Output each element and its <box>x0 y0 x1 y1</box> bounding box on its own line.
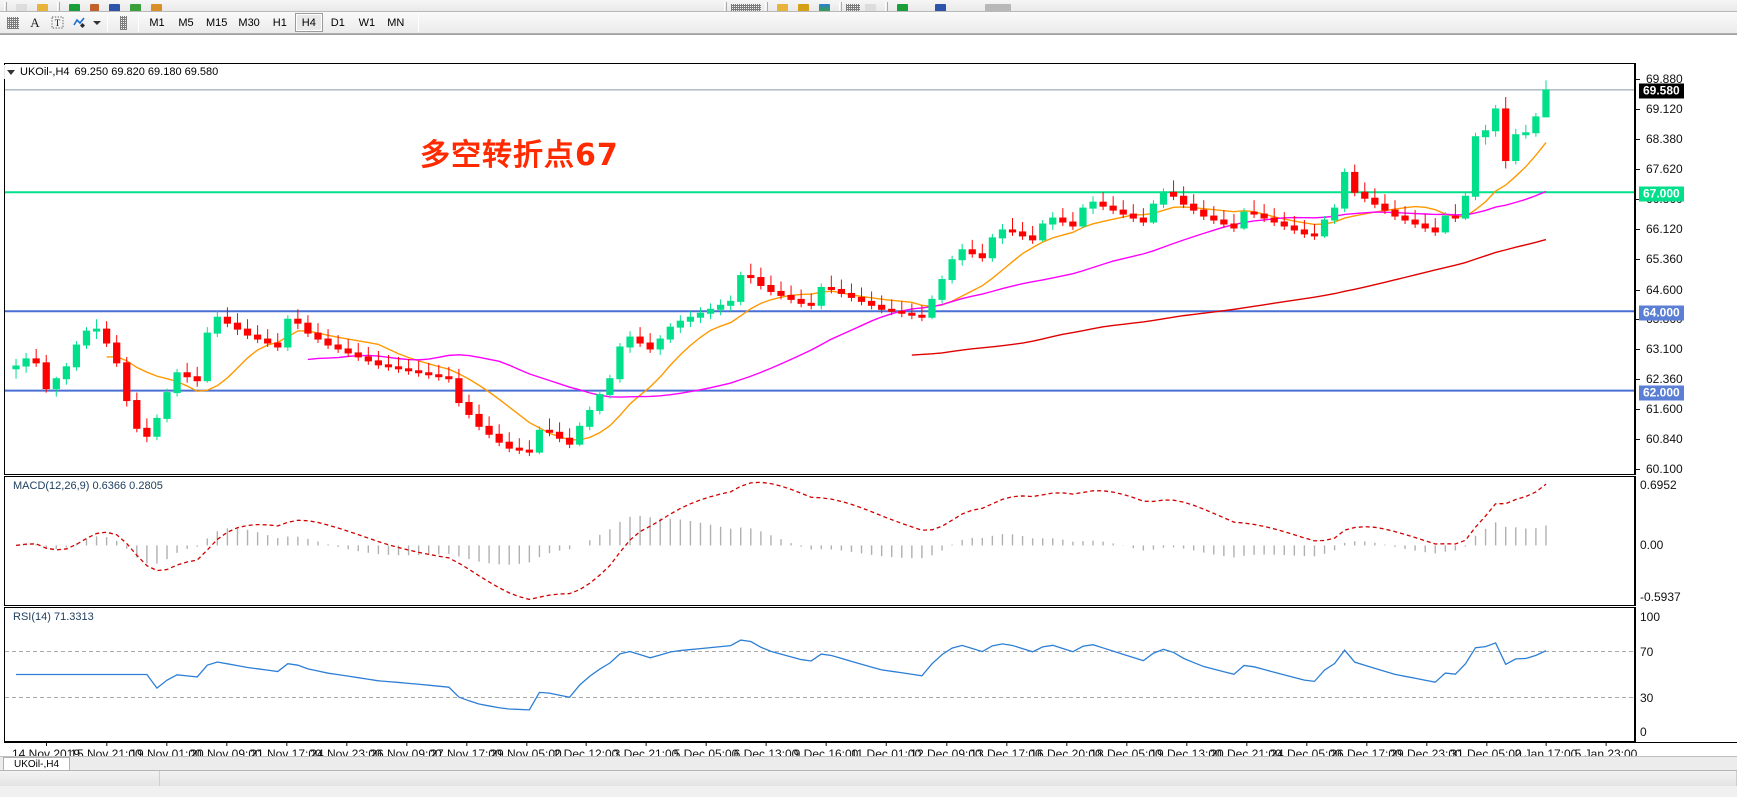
macd-tick: 0.6952 <box>1640 478 1677 492</box>
chart-area[interactable]: UKOil-,H4 69.250 69.820 69.180 69.580 多空… <box>0 34 1737 786</box>
toolbar-grip[interactable] <box>839 2 842 11</box>
price-tick: 62.360 <box>1636 372 1737 386</box>
price-tick: 69.880 <box>1636 72 1737 86</box>
chevron-down-icon[interactable] <box>90 13 103 33</box>
toolbar-group-charts[interactable] <box>720 0 1016 11</box>
price-axis[interactable]: 69.88069.12068.38067.62066.86066.12065.3… <box>1634 63 1737 476</box>
status-bar <box>0 770 1737 786</box>
price-tick: 66.120 <box>1636 222 1737 236</box>
rsi-label: RSI(14) 71.3313 <box>11 611 96 623</box>
price-tick: 68.380 <box>1636 132 1737 146</box>
macd-label: MACD(12,26,9) 0.6366 0.2805 <box>11 480 165 492</box>
toolbar-grip[interactable] <box>57 2 60 11</box>
zoom-in-icon[interactable] <box>777 4 788 11</box>
timeframe-mn-button[interactable]: MN <box>387 16 405 29</box>
symbol-header[interactable]: UKOil-,H4 69.250 69.820 69.180 69.580 <box>4 65 222 79</box>
ohlc-icon[interactable] <box>897 4 908 11</box>
svg-text:T: T <box>54 18 60 28</box>
data-window-icon[interactable] <box>130 4 141 11</box>
rsi-plot <box>5 639 1635 711</box>
price-tick: 67.620 <box>1636 162 1737 176</box>
level-tag-64.000: 64.000 <box>1639 305 1684 321</box>
toolbar-grip[interactable] <box>724 2 727 11</box>
period-separator-icon[interactable] <box>935 4 946 11</box>
timeframe-m1-button[interactable]: M1 <box>149 16 165 29</box>
auto-scroll-icon[interactable] <box>819 4 830 11</box>
toolbar-overflow-row[interactable] <box>0 0 1737 12</box>
price-tick: 63.100 <box>1636 342 1737 356</box>
price-tick: 60.100 <box>1636 462 1737 476</box>
expert-icon[interactable] <box>90 4 99 11</box>
text-label-icon[interactable]: A <box>30 14 40 30</box>
chart-tab-active[interactable]: UKOil-,H4 <box>3 757 71 770</box>
timeframe-m15-button[interactable]: M15 <box>206 16 228 29</box>
timeframe-w1-button[interactable]: W1 <box>358 16 376 29</box>
timeframe-d1-button[interactable]: D1 <box>330 16 345 29</box>
new-order-icon[interactable] <box>69 4 80 11</box>
macd-pane[interactable]: MACD(12,26,9) 0.6366 0.2805 <box>4 476 1737 606</box>
macd-axis[interactable]: 0.6952 0.00 -0.5937 <box>1634 476 1737 606</box>
price-candlestick-plot <box>5 80 1635 457</box>
toolbar-separator <box>107 13 108 32</box>
timeframe-m30-button[interactable]: M30 <box>238 16 260 29</box>
templates-icon[interactable] <box>846 4 860 11</box>
level-tag-67.000: 67.000 <box>1639 186 1684 202</box>
chart-annotation-text: 多空转折点67 <box>420 138 619 173</box>
rsi-axis[interactable]: 100 70 30 0 <box>1634 607 1737 742</box>
price-tick: 61.600 <box>1636 402 1737 416</box>
rsi-tick: 70 <box>1640 644 1654 659</box>
toolbar-separator <box>417 13 419 32</box>
status-info <box>160 771 1737 786</box>
market-watch-icon[interactable] <box>109 4 120 11</box>
rsi-pane[interactable]: RSI(14) 71.3313 <box>4 607 1737 742</box>
toolbar-grip[interactable] <box>4 2 7 11</box>
price-tick: 65.360 <box>1636 252 1737 266</box>
bar-style-icon[interactable] <box>112 13 134 33</box>
navigator-icon[interactable] <box>151 4 162 11</box>
ohlc-values: 69.250 69.820 69.180 69.580 <box>74 66 219 78</box>
timeframe-h1-button[interactable]: H1 <box>272 16 287 29</box>
chevron-down-icon[interactable] <box>7 69 15 75</box>
rsi-tick: 100 <box>1640 610 1661 624</box>
bar-chart-icon[interactable] <box>731 4 741 11</box>
toolbar-grip[interactable] <box>765 2 768 11</box>
toolbar-line-studies[interactable]: A T M1 M5 M15 M30 H1 H4 D1 W1 MN <box>0 12 1737 34</box>
crosshair-icon[interactable] <box>2 13 24 33</box>
folder-icon[interactable] <box>37 4 48 11</box>
candlestick-chart-icon[interactable] <box>741 4 751 11</box>
macd-tick: 0.00 <box>1640 538 1664 553</box>
level-tag-62.000: 62.000 <box>1639 385 1684 401</box>
text-object-icon[interactable]: T <box>46 13 68 33</box>
toolbar-grip[interactable] <box>885 2 888 11</box>
bid-price-tag: 69.580 <box>1639 83 1684 99</box>
chart-tab-strip[interactable]: UKOil-,H4 <box>0 756 1737 770</box>
toolbar-separator <box>138 13 139 32</box>
properties-icon[interactable] <box>985 4 1011 11</box>
macd-plot <box>15 481 1547 601</box>
toolbar-group-standard[interactable] <box>0 0 167 11</box>
zoom-out-icon[interactable] <box>798 4 809 11</box>
price-tick: 69.120 <box>1636 102 1737 116</box>
indicators-icon[interactable] <box>68 13 90 33</box>
rsi-tick: 30 <box>1640 690 1654 705</box>
macd-tick: -0.5937 <box>1640 590 1681 604</box>
price-tick: 60.840 <box>1636 432 1737 446</box>
new-chart-icon[interactable] <box>16 4 27 11</box>
grid-icon[interactable] <box>865 4 876 11</box>
timeframe-h4-button[interactable]: H4 <box>294 13 323 32</box>
status-hint <box>0 771 160 786</box>
timeframe-m5-button[interactable]: M5 <box>178 16 194 29</box>
line-chart-icon[interactable] <box>751 4 761 11</box>
price-pane[interactable] <box>4 63 1737 475</box>
rsi-tick: 0 <box>1640 725 1647 739</box>
timeframe-group[interactable]: M1 M5 M15 M30 H1 H4 D1 W1 MN <box>143 13 410 32</box>
price-tick: 64.600 <box>1636 283 1737 297</box>
symbol-label: UKOil-,H4 <box>20 66 70 78</box>
